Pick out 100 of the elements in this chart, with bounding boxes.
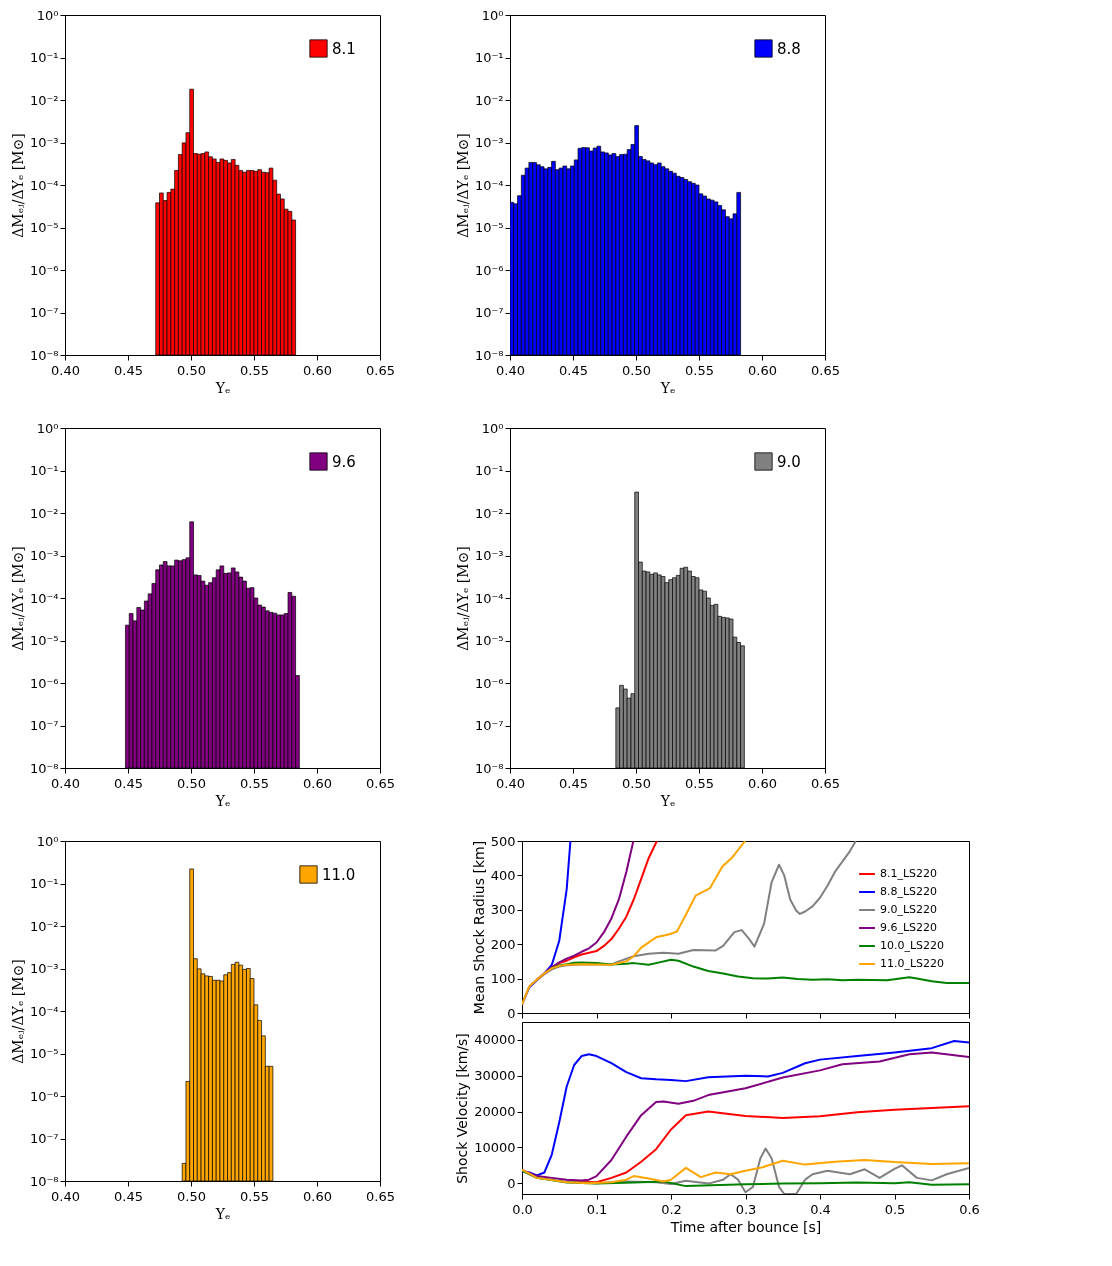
x-tick-label: 0.65: [366, 362, 395, 378]
y-tick-label: 10⁻¹: [29, 50, 59, 65]
y-tick-label: 10⁻⁴: [29, 590, 59, 606]
x-tick-label: 0.50: [622, 362, 651, 378]
y-axis-title: ΔMₑⱼ/ΔYₑ [M⊙]: [454, 133, 471, 238]
y-tick-label: 10⁰: [36, 7, 59, 23]
y-tick-label: 10⁻⁶: [29, 675, 59, 691]
x-tick-label: 0.40: [51, 775, 80, 791]
x-tick-label: 0.40: [496, 362, 525, 378]
y-tick-label: 10⁻²: [474, 92, 504, 108]
y-tick-label: 10⁻⁸: [474, 347, 504, 363]
x-tick-label: 0.3: [735, 1201, 757, 1217]
y-tick-label: 10⁻⁴: [474, 177, 504, 193]
legend-label: 9.6_LS220: [880, 921, 938, 934]
x-tick-label: 0.40: [51, 1188, 80, 1204]
y-tick-label: 10⁻³: [474, 548, 504, 563]
y-axis-title: ΔMₑⱼ/ΔYₑ [M⊙]: [454, 546, 471, 651]
y-tick-label: 10⁰: [36, 833, 59, 849]
y-tick-label: 10⁰: [36, 420, 59, 436]
x-tick-label: 0.45: [114, 775, 143, 791]
y-tick-label: 300: [490, 902, 516, 918]
line-series: [522, 1169, 969, 1188]
y-axis-title: ΔMₑⱼ/ΔYₑ [M⊙]: [9, 133, 26, 238]
legend-label: 8.8: [777, 39, 801, 58]
x-axis-title: Yₑ: [659, 792, 676, 809]
y-tick-label: 10⁻⁵: [29, 1046, 59, 1061]
x-tick-label: 0.50: [177, 775, 206, 791]
y-tick-label: 10⁻²: [29, 918, 59, 934]
line-series: [522, 841, 747, 1006]
y-tick-label: 10⁰: [481, 420, 504, 436]
x-tick-label: 0.45: [559, 775, 588, 791]
y-axis-title: ΔMₑⱼ/ΔYₑ [M⊙]: [9, 959, 26, 1064]
y-tick-label: 0: [507, 1175, 516, 1191]
y-tick-label: 10⁻⁸: [29, 760, 59, 776]
y-tick-label: 10⁻⁴: [29, 1003, 59, 1019]
y-tick-label: 10⁻³: [29, 135, 59, 150]
legend-label: 8.1: [332, 39, 356, 58]
y-tick-label: 10⁻⁷: [29, 718, 59, 733]
y-tick-label: 10⁻¹: [29, 876, 59, 891]
legend-label: 11.0_LS220: [880, 957, 945, 970]
x-axis-title: Yₑ: [214, 1205, 231, 1222]
x-tick-label: 0.65: [366, 1188, 395, 1204]
y-tick-label: 10⁻⁴: [474, 590, 504, 606]
y-tick-label: 10⁻²: [29, 92, 59, 108]
y-tick-label: 10⁻⁶: [29, 262, 59, 278]
x-tick-label: 0.2: [661, 1201, 682, 1217]
y-tick-label: 40000: [474, 1032, 516, 1048]
legend-label: 9.0_LS220: [880, 903, 938, 916]
y-tick-label: 10⁰: [481, 7, 504, 23]
legend-label: 9.6: [332, 452, 356, 471]
x-tick-label: 0.55: [240, 775, 269, 791]
y-tick-label: 10⁻⁷: [474, 305, 504, 320]
x-tick-label: 0.0: [512, 1201, 533, 1217]
x-tick-label: 0.65: [811, 775, 840, 791]
x-tick-label: 0.55: [240, 1188, 269, 1204]
y-tick-label: 200: [490, 936, 516, 952]
y-tick-label: 100: [490, 971, 516, 987]
x-tick-label: 0.6: [959, 1201, 980, 1217]
y-tick-label: 10⁻⁷: [29, 305, 59, 320]
line-series: [522, 1158, 969, 1185]
x-tick-label: 0.45: [559, 362, 588, 378]
x-tick-label: 0.55: [240, 362, 269, 378]
y-tick-label: 10⁻³: [29, 961, 59, 976]
x-tick-label: 0.65: [811, 362, 840, 378]
y-tick-label: 10⁻⁵: [29, 633, 59, 648]
y-tick-label: 10⁻⁶: [29, 1088, 59, 1104]
y-tick-label: 10⁻¹: [474, 463, 504, 478]
x-axis-title: Time after bounce [s]: [669, 1218, 822, 1235]
x-tick-label: 0.4: [810, 1201, 831, 1217]
x-tick-label: 0.60: [303, 775, 332, 791]
y-axis-title: ΔMₑⱼ/ΔYₑ [M⊙]: [9, 546, 26, 651]
x-tick-label: 0.45: [114, 362, 143, 378]
legend-label: 11.0: [322, 865, 356, 884]
y-tick-label: 10⁻⁴: [29, 177, 59, 193]
x-tick-label: 0.50: [622, 775, 651, 791]
y-tick-label: 10⁻⁵: [474, 633, 504, 648]
y-tick-label: 10⁻⁸: [29, 1173, 59, 1189]
y-tick-label: 10⁻⁶: [474, 675, 504, 691]
y-tick-label: 10⁻¹: [29, 463, 59, 478]
y-tick-label: 10⁻⁶: [474, 262, 504, 278]
x-tick-label: 0.60: [303, 1188, 332, 1204]
y-tick-label: 10⁻³: [29, 548, 59, 563]
y-tick-label: 0: [507, 1005, 516, 1021]
legend-label: 9.0: [777, 452, 801, 471]
x-tick-label: 0.65: [366, 775, 395, 791]
y-tick-label: 10⁻⁸: [474, 760, 504, 776]
y-axis-title: Mean Shock Radius [km]: [470, 840, 487, 1015]
x-tick-label: 0.55: [685, 362, 714, 378]
y-tick-label: 10⁻⁵: [474, 220, 504, 235]
x-tick-label: 0.60: [748, 362, 777, 378]
y-tick-label: 500: [490, 833, 516, 849]
y-tick-label: 10⁻²: [29, 505, 59, 521]
legend-label: 8.8_LS220: [880, 885, 938, 898]
x-tick-label: 0.40: [496, 775, 525, 791]
x-tick-label: 0.45: [114, 1188, 143, 1204]
y-tick-label: 10⁻⁷: [29, 1131, 59, 1146]
x-tick-label: 0.60: [748, 775, 777, 791]
x-tick-label: 0.50: [177, 362, 206, 378]
y-tick-label: 10⁻⁵: [29, 220, 59, 235]
y-tick-label: 10⁻¹: [474, 50, 504, 65]
